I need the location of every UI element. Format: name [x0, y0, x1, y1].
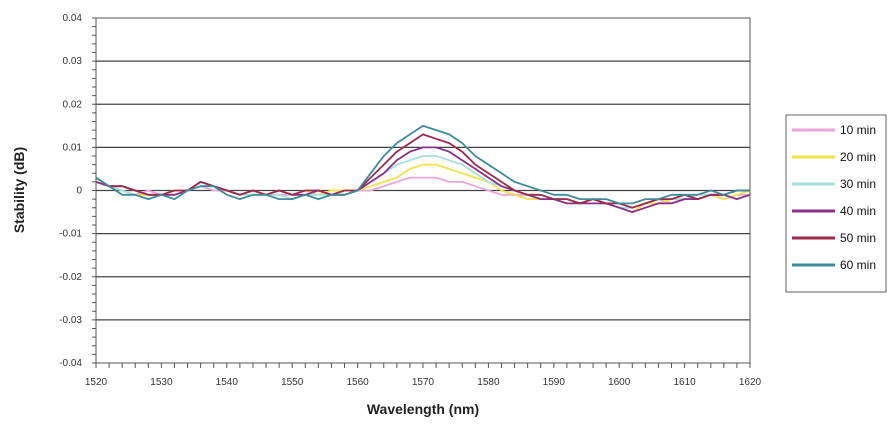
gridlines	[96, 60, 750, 321]
x-tick-label: 1620	[739, 377, 762, 388]
x-tick-label: 1570	[412, 377, 435, 388]
y-tick-label: -0.04	[59, 358, 82, 369]
y-tick-label: 0	[76, 186, 82, 197]
y-tick-label: -0.03	[59, 315, 82, 326]
y-tick-label: 0.04	[63, 13, 83, 24]
x-tick-label: 1580	[477, 377, 500, 388]
x-tick-label: 1530	[150, 377, 173, 388]
tick-labels: 0.04 0.03 0.02 0.01 0 -0.01 -0.02 -0.03 -0.04152…	[59, 13, 761, 388]
x-tick-label: 1560	[346, 377, 369, 388]
series-lines	[95, 124, 751, 214]
x-tick-label: 1590	[543, 377, 566, 388]
legend-box	[785, 114, 887, 293]
legend-label: 60 min	[840, 258, 876, 272]
series-line-5	[95, 133, 750, 209]
series-line-6	[95, 124, 750, 205]
y-tick-label: -0.02	[59, 272, 82, 283]
y-axis-title: Stability (dB)	[11, 147, 27, 233]
axis-ticks	[92, 17, 751, 368]
x-tick-label: 1550	[281, 377, 304, 388]
x-axis-title: Wavelength (nm)	[367, 401, 479, 417]
y-tick-label: 0.02	[63, 99, 83, 110]
legend-label: 10 min	[840, 123, 876, 137]
legend-label: 50 min	[840, 231, 876, 245]
x-tick-label: 1610	[673, 377, 696, 388]
x-tick-label: 1540	[216, 377, 239, 388]
x-tick-label: 1600	[608, 377, 631, 388]
legend-label: 20 min	[840, 150, 876, 164]
y-tick-label: 0.03	[63, 56, 83, 67]
y-tick-label: 0.01	[63, 142, 83, 153]
legend-label: 30 min	[840, 177, 876, 191]
legend-label: 40 min	[840, 204, 876, 218]
x-tick-label: 1520	[85, 377, 108, 388]
y-tick-label: -0.01	[59, 229, 82, 240]
legend-entries: 10 min 20 min 30 min 40 min 50 min 60 min	[792, 123, 876, 272]
legend: 10 min 20 min 30 min 40 min 50 min 60 min	[785, 114, 887, 293]
